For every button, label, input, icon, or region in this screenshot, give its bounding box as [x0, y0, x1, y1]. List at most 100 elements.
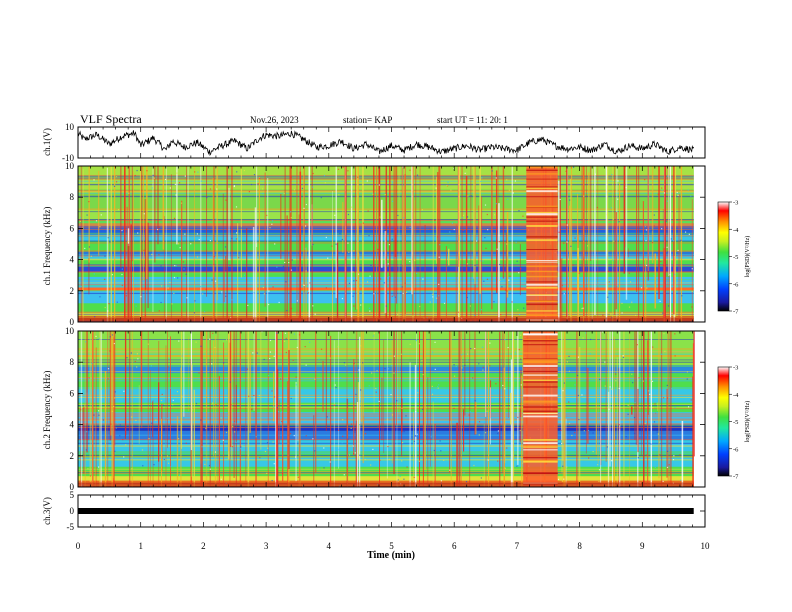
spectrogram-speckle — [612, 179, 615, 181]
spectrogram-speckle — [180, 202, 183, 204]
spectrogram-sferic — [299, 331, 301, 482]
spectrogram-speckle — [631, 301, 633, 303]
spectrogram-speckle — [568, 401, 570, 403]
spectrogram-sferic — [503, 367, 506, 487]
spectrogram-sferic — [282, 331, 284, 482]
spectrogram-speckle — [581, 394, 583, 396]
spectrogram-speckle — [132, 456, 134, 458]
spectrogram-speckle — [288, 261, 290, 264]
spectrogram-speckle — [368, 307, 371, 309]
spectrogram-speckle — [115, 176, 118, 178]
spectrogram-speckle — [674, 333, 676, 335]
spectrogram-speckle — [464, 172, 466, 174]
spectrogram-sferic — [342, 202, 344, 253]
spectrogram-speckle — [262, 192, 264, 195]
spectrogram-sferic — [458, 331, 461, 487]
spectrogram-speckle — [609, 386, 611, 388]
spectrogram-sferic — [128, 166, 131, 322]
spectrogram-sferic — [212, 178, 214, 322]
spectrogram-image — [78, 166, 694, 322]
spectrogram-sferic — [560, 259, 562, 322]
spectrogram-speckle — [466, 263, 469, 265]
burst-streak — [523, 339, 558, 341]
spectrogram-sferic — [82, 168, 84, 322]
spectrogram-speckle — [653, 275, 655, 277]
spectrogram-sferic — [414, 364, 416, 487]
spectrogram-speckle — [335, 243, 337, 245]
spectrogram-sferic — [520, 369, 522, 417]
spectrogram-speckle — [289, 195, 291, 197]
spectrogram-speckle — [408, 295, 410, 297]
spectrogram-speckle — [233, 420, 236, 422]
spectrogram-speckle — [372, 193, 374, 195]
spectrogram-streak — [78, 434, 694, 436]
spectrogram-sferic — [254, 207, 257, 322]
spectrogram-speckle — [512, 192, 514, 194]
spectrogram-speckle — [453, 228, 455, 231]
ch2-spectrogram-panel: 0 2 4 6 8 10 — [65, 326, 706, 492]
spectrogram-speckle — [397, 214, 399, 217]
spectrogram-speckle — [178, 438, 180, 440]
spectrogram-speckle — [79, 217, 82, 219]
spectrogram-speckle — [414, 411, 417, 413]
spectrogram-streak — [78, 190, 694, 192]
spectrogram-speckle — [100, 388, 103, 390]
spectrogram-speckle — [481, 346, 484, 348]
spectrogram-speckle — [562, 390, 564, 392]
spectrogram-speckle — [438, 256, 440, 258]
spectrogram-speckle — [206, 197, 208, 199]
spectrogram-sferic — [147, 222, 149, 309]
spectrogram-speckle — [661, 228, 663, 230]
spectrogram-speckle — [409, 343, 411, 345]
spectrogram-speckle — [489, 342, 491, 344]
spectrogram-speckle — [639, 333, 641, 335]
spectrogram-speckle — [231, 237, 233, 240]
spectrogram-speckle — [342, 166, 344, 168]
spectrogram-speckle — [214, 451, 217, 453]
spectrogram-sferic — [506, 211, 509, 298]
spectrogram-speckle — [517, 416, 519, 419]
spectrogram-speckle — [88, 246, 91, 248]
spectrogram-sferic — [357, 166, 359, 322]
spectrogram-speckle — [117, 209, 120, 211]
spectrogram-sferic — [125, 331, 127, 436]
spectrogram-sferic — [498, 203, 500, 322]
spectrogram-speckle — [666, 450, 669, 452]
spectrogram-speckle — [215, 404, 217, 406]
spectrogram-speckle — [391, 238, 393, 240]
spectrogram-speckle — [663, 397, 665, 399]
spectrogram-sferic — [597, 360, 599, 464]
spectrogram-speckle — [371, 449, 373, 452]
spectrogram-sferic — [82, 407, 84, 439]
spectrogram-speckle — [431, 393, 434, 395]
spectrogram-speckle — [437, 385, 439, 388]
spectrogram-speckle — [272, 286, 274, 288]
spectrogram-sferic — [436, 176, 438, 264]
spectrogram-speckle — [80, 285, 82, 288]
spectrogram-streak — [78, 365, 694, 368]
spectrogram-speckle — [181, 355, 183, 357]
spectrogram-speckle — [460, 354, 463, 356]
spectrogram-sferic — [448, 248, 450, 266]
spectrogram-speckle — [136, 366, 138, 368]
spectrogram-speckle — [625, 436, 627, 438]
spectrogram-sferic — [258, 177, 260, 322]
spectrogram-sferic — [128, 331, 131, 487]
spectrogram-speckle — [522, 462, 524, 464]
burst-streak — [526, 313, 558, 315]
spectrogram-speckle — [687, 406, 690, 408]
spectrogram-sferic — [83, 406, 85, 474]
spectrogram-speckle — [240, 446, 242, 448]
spectrogram-speckle — [113, 185, 116, 187]
spectrogram-sferic — [107, 331, 109, 487]
spectrogram-speckle — [652, 406, 654, 409]
spectrogram-sferic — [559, 166, 561, 309]
spectrogram-speckle — [246, 368, 249, 370]
spectrogram-speckle — [296, 346, 298, 349]
spectrogram-speckle — [128, 192, 130, 194]
spectrogram-speckle — [387, 263, 389, 265]
spectrogram-speckle — [399, 475, 401, 478]
spectrogram-speckle — [518, 313, 521, 316]
spectrogram-speckle — [231, 446, 234, 448]
spectrogram-speckle — [236, 171, 238, 173]
